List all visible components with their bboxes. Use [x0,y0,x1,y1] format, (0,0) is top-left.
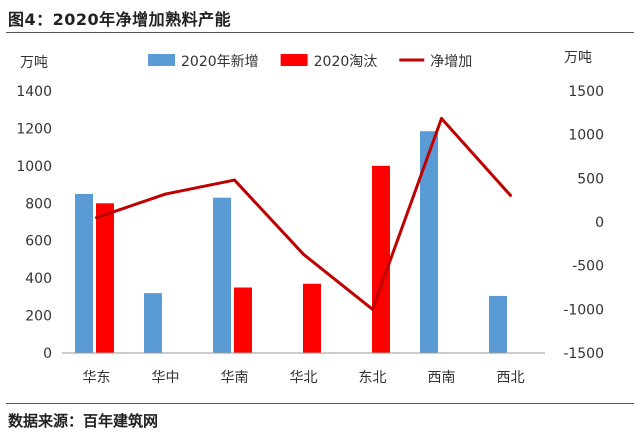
left-tick-label: 200 [25,309,52,325]
source-note: 数据来源：百年建筑网 [8,412,159,430]
bar-new-capacity [213,197,231,353]
right-axis: 万吨 -1500 -1000 -500 0 500 1000 1500 [563,50,604,362]
net-line-point [440,117,443,121]
x-tick-label: 东北 [359,370,387,386]
x-tick-label: 华中 [152,370,180,386]
net-line-path [96,117,512,311]
right-tick-label: -500 [572,259,604,275]
bar-retired-capacity [234,287,252,353]
right-tick-label: 500 [577,171,604,187]
left-axis: 万吨 0 200 400 600 800 1000 1200 1400 [16,55,52,362]
left-axis-unit: 万吨 [20,55,48,71]
right-tick-label: -1000 [563,302,604,318]
bar-retired-capacity [96,203,114,353]
left-tick-label: 400 [25,271,52,287]
right-axis-unit: 万吨 [564,50,592,66]
left-tick-label: 600 [25,234,52,250]
legend-label: 2020淘汰 [314,54,378,70]
net-line-point [371,307,374,311]
legend-label: 净增加 [430,54,472,70]
figure-title: 图4：2020年净增加熟料产能 [8,10,232,29]
net-line-point [302,252,305,256]
right-tick-label: 1000 [568,128,604,144]
net-line-point [509,193,512,197]
right-tick-label: 0 [595,215,604,231]
x-tick-label: 华南 [221,370,249,386]
net-line [95,117,512,311]
net-line-point [164,192,167,196]
bar-new-capacity [489,295,507,353]
net-line-point [95,216,98,220]
bar-new-capacity [144,293,162,353]
bar-new-capacity [420,131,438,353]
title-divider [6,32,634,33]
right-tick-label: 1500 [568,84,604,100]
left-tick-label: 1200 [16,121,52,137]
x-tick-label: 华东 [83,370,111,386]
x-tick-label: 西北 [497,370,525,386]
x-tick-label: 华北 [290,370,318,386]
left-tick-label: 0 [43,346,52,362]
left-tick-label: 800 [25,196,52,212]
left-tick-label: 1000 [16,159,52,175]
legend-label: 2020年新增 [181,54,259,70]
left-tick-label: 1400 [16,84,52,100]
right-tick-label: -1500 [563,346,604,362]
bar-retired-capacity [303,283,321,353]
x-axis: 华东 华中 华南 华北 东北 西南 西北 [62,352,545,386]
legend: 2020年新增 2020淘汰 净增加 [148,54,472,70]
bars [75,131,507,353]
bar-retired-capacity [372,165,390,353]
x-tick-label: 西南 [428,370,456,386]
chart: 2020年新增 2020淘汰 净增加 万吨 0 200 400 600 800 1000 1200… [16,50,604,386]
source-divider [6,403,634,404]
bar-new-capacity [75,193,93,353]
legend-swatch [280,54,308,66]
legend-swatch [148,54,175,66]
net-line-point [233,178,236,182]
